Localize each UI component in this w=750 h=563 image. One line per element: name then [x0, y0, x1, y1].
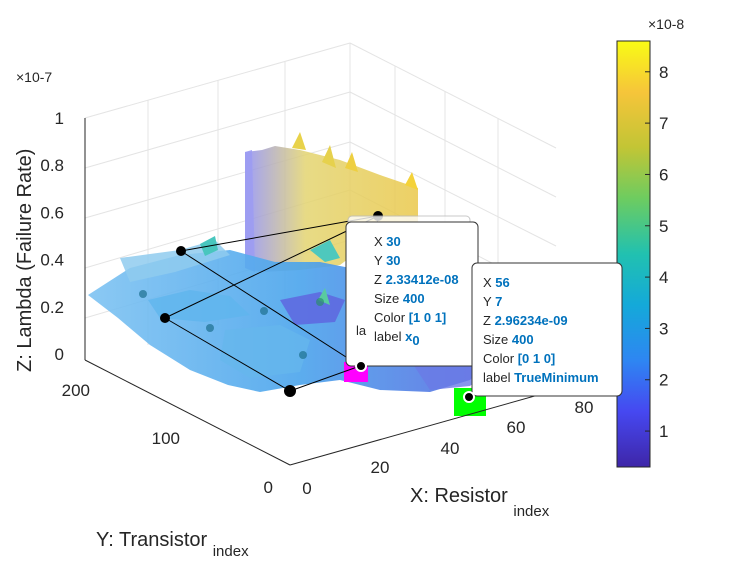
- z-tick-label: 0: [55, 345, 64, 364]
- colorbar-tick-label: 6: [659, 165, 668, 184]
- datatip-row: Y 7: [483, 294, 502, 309]
- colorbar-exponent: ×10-8: [648, 16, 684, 32]
- x-tick-label: 80: [575, 398, 594, 417]
- x-axis-label-sub: index: [513, 503, 549, 520]
- y-tick-label: 0: [264, 478, 273, 497]
- z-tick-label: 0.4: [40, 251, 64, 270]
- datatip-x0-rows: X 30 Y 30 Z 2.33412e-08 Size 400 Color [1 0 …: [374, 234, 459, 348]
- datatip-true-minimum-rows: X 56 Y 7 Z 2.96234e-09 Size 400 Color [0 1 0…: [483, 275, 599, 385]
- z-tick-label: 0.6: [40, 203, 64, 222]
- datatip-row: Z 2.33412e-08: [374, 272, 459, 287]
- y-tick-label: 100: [152, 429, 180, 448]
- datatip-row: Color [0 1 0]: [483, 351, 555, 366]
- datatip-row: X 30: [374, 234, 401, 249]
- surface-wall: [245, 132, 418, 272]
- y-axis-label-main: Y: Transistor: [96, 529, 207, 551]
- colorbar-tick-labels: 1 2 3 4 5 6 7 8: [645, 63, 668, 441]
- x-axis-label-main: X: Resistor: [410, 485, 508, 507]
- y-axis-label: Y: Transistor index: [96, 529, 249, 560]
- colorbar-tick-label: 2: [659, 371, 668, 390]
- hidden-tip-fragment: la: [356, 323, 367, 338]
- z-axis-label: Z: Lambda (Failure Rate): [14, 149, 36, 372]
- datatip-row: X 56: [483, 275, 510, 290]
- stem-markers: [139, 211, 383, 397]
- colorbar-tick-label: 5: [659, 217, 668, 236]
- x-tick-label: 20: [371, 458, 390, 477]
- z-tick-label: 0.2: [40, 298, 64, 317]
- x-tick-label: 40: [441, 439, 460, 458]
- colorbar-tick-label: 3: [659, 319, 668, 338]
- y-tick-label: 200: [62, 381, 90, 400]
- datatip-min-anchor: [463, 391, 475, 403]
- z-tick-labels: 0 0.2 0.4 0.6 0.8 1: [40, 109, 64, 364]
- x-tick-label: 60: [507, 418, 526, 437]
- datatip-row: Color [1 0 1]: [374, 310, 446, 325]
- x-tick-label: 0: [302, 479, 311, 498]
- z-tick-label: 1: [55, 109, 64, 128]
- datatip-row: Z 2.96234e-09: [483, 313, 568, 328]
- y-axis-label-sub: index: [213, 543, 249, 560]
- z-exponent: ×10-7: [16, 69, 52, 85]
- datatip-true-minimum[interactable]: X 56 Y 7 Z 2.96234e-09 Size 400 Color [0 1 0…: [463, 262, 623, 403]
- datatip-x0-anchor: [355, 360, 367, 372]
- colorbar-tick-label: 8: [659, 63, 668, 82]
- colorbar-tick-label: 1: [659, 422, 668, 441]
- colorbar-tick-label: 7: [659, 114, 668, 133]
- x-axis-label: X: Resistor index: [410, 485, 550, 520]
- axis-lines: [84, 118, 557, 466]
- colorbar-tick-label: 4: [659, 268, 668, 287]
- datatip-row: Size 400: [483, 332, 534, 347]
- colorbar: [616, 40, 651, 468]
- datatip-label-row: label TrueMinimum: [483, 370, 599, 385]
- datatip-row: Y 30: [374, 253, 401, 268]
- x-tick-labels: 0 20 40 60 80: [302, 398, 593, 498]
- datatip-x0[interactable]: la X 30 Y 30 Z 2.33412e-08 Size 400 Color [1…: [345, 215, 479, 372]
- datatip-row: Size 400: [374, 291, 425, 306]
- z-tick-label: 0.8: [40, 156, 64, 175]
- datatip-label-row: label x0: [374, 329, 420, 348]
- y-tick-labels: 0 100 200: [62, 381, 273, 497]
